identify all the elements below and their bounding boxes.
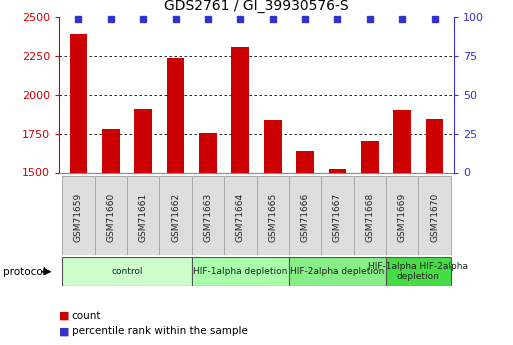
Text: GSM71659: GSM71659 [74,193,83,242]
Bar [62,176,94,255]
Bar [160,176,192,255]
Bar [361,141,379,172]
Text: GSM71667: GSM71667 [333,193,342,242]
Text: GSM71669: GSM71669 [398,193,407,242]
Bar [386,257,451,286]
Bar [321,176,353,255]
Bar [94,176,127,255]
Text: GSM71668: GSM71668 [365,193,374,242]
Bar [102,129,120,172]
Bar [419,176,451,255]
Bar [192,257,289,286]
Text: HIF-1alpha HIF-2alpha
depletion: HIF-1alpha HIF-2alpha depletion [368,262,468,282]
Bar [224,176,256,255]
Text: GSM71663: GSM71663 [204,193,212,242]
Text: HIF-2alpha depletion: HIF-2alpha depletion [290,267,385,276]
Bar [127,176,160,255]
Text: count: count [72,311,102,321]
Bar [426,119,443,172]
Text: GSM71661: GSM71661 [139,193,148,242]
Bar [289,176,321,255]
Bar [231,47,249,172]
Bar [167,58,185,172]
Text: GSM71666: GSM71666 [301,193,309,242]
Bar [62,257,192,286]
Bar [199,133,217,172]
Text: GSM71660: GSM71660 [106,193,115,242]
Text: HIF-1alpha depletion: HIF-1alpha depletion [193,267,287,276]
Text: GSM71662: GSM71662 [171,193,180,242]
Text: percentile rank within the sample: percentile rank within the sample [72,326,248,336]
Bar [192,176,224,255]
Text: GSM71665: GSM71665 [268,193,277,242]
Text: GSM71664: GSM71664 [236,193,245,242]
Bar [70,34,87,172]
Bar [296,151,314,172]
Bar [134,109,152,172]
Text: control: control [111,267,143,276]
Text: ■: ■ [59,311,69,321]
Bar [264,120,282,172]
Bar [353,176,386,255]
Bar [393,110,411,172]
Bar [386,176,419,255]
Bar [256,176,289,255]
Bar [328,169,346,172]
Text: protocol: protocol [3,267,45,277]
Title: GDS2761 / GI_39930576-S: GDS2761 / GI_39930576-S [164,0,349,13]
Bar [289,257,386,286]
Text: ■: ■ [59,326,69,336]
Text: GSM71670: GSM71670 [430,193,439,242]
